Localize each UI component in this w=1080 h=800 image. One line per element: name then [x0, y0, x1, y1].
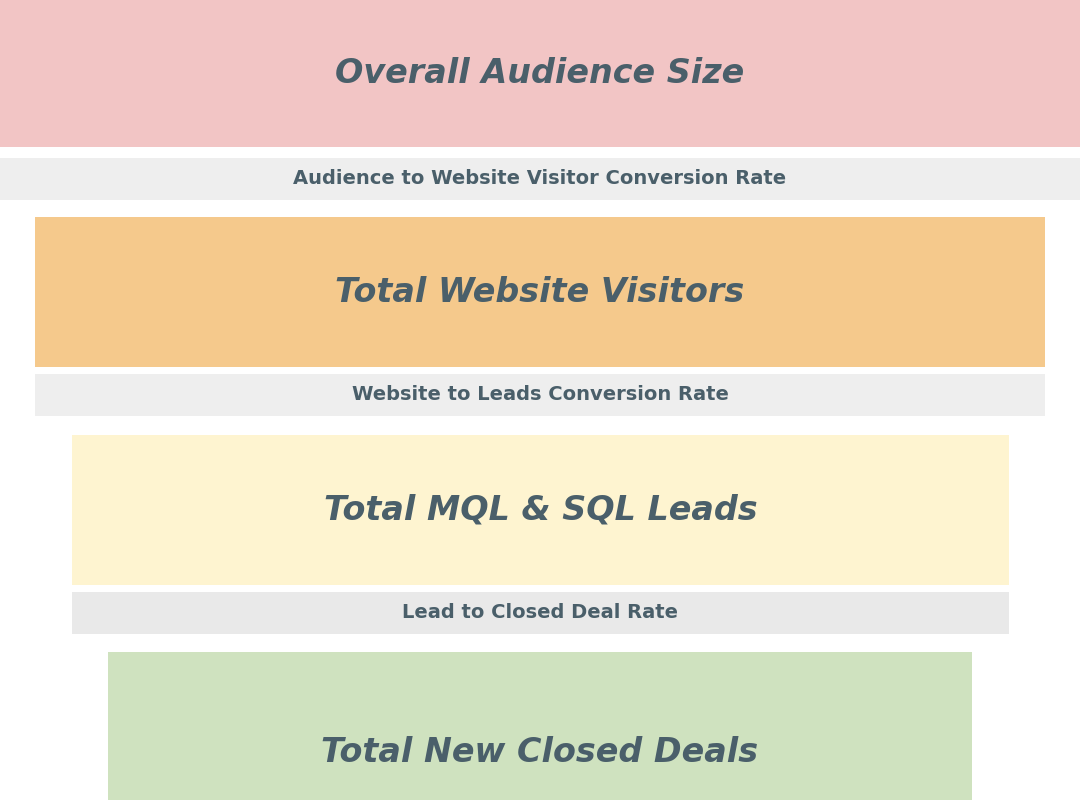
Bar	[35, 217, 1045, 367]
Bar	[108, 652, 972, 800]
Text: Total New Closed Deals: Total New Closed Deals	[322, 735, 758, 769]
Text: Overall Audience Size: Overall Audience Size	[336, 57, 744, 90]
Bar	[35, 374, 1045, 416]
Text: Website to Leads Conversion Rate: Website to Leads Conversion Rate	[352, 386, 728, 405]
Bar	[72, 435, 1009, 585]
Text: Total Website Visitors: Total Website Visitors	[336, 275, 744, 309]
Bar	[0, 0, 1080, 147]
Text: Total MQL & SQL Leads: Total MQL & SQL Leads	[324, 494, 757, 526]
Text: Lead to Closed Deal Rate: Lead to Closed Deal Rate	[403, 603, 678, 622]
Bar	[72, 592, 1009, 634]
Bar	[0, 158, 1080, 200]
Text: Audience to Website Visitor Conversion Rate: Audience to Website Visitor Conversion R…	[294, 170, 786, 189]
